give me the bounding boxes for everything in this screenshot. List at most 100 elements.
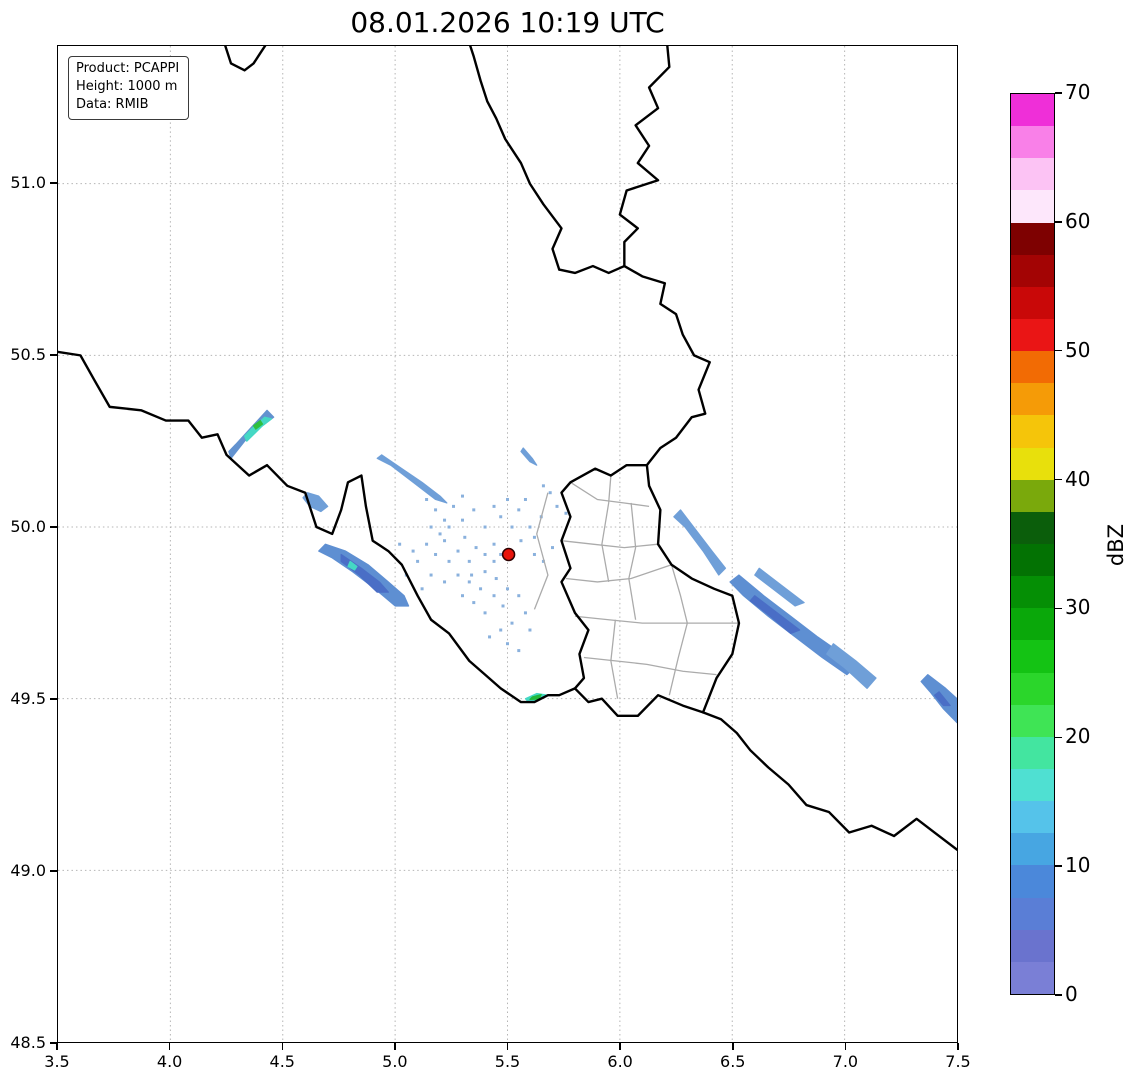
colorbar-tick [1055, 92, 1062, 94]
colorbar-tick-label: 0 [1065, 982, 1078, 1006]
y-tick-label: 50.0 [10, 516, 46, 536]
echo-speckle [483, 570, 487, 574]
echo-speckle [474, 546, 478, 550]
data-source-label: Data: RMIB [76, 97, 149, 113]
echo-speckle [472, 508, 476, 512]
region-border [628, 502, 637, 620]
echo-speckle [467, 580, 471, 584]
echo-speckle [467, 559, 471, 563]
colorbar-segment [1011, 479, 1054, 512]
y-tick [50, 1042, 57, 1044]
colorbar-axis-label: dBZ [1104, 523, 1128, 567]
radar-site-marker [501, 547, 516, 562]
y-tick [50, 698, 57, 700]
colorbar-segment [1011, 286, 1054, 319]
colorbar-tick-label: 60 [1065, 208, 1091, 233]
y-tick [50, 354, 57, 356]
colorbar-tick-label: 70 [1065, 80, 1091, 104]
echo-speckle [501, 604, 505, 608]
echo-speckle [532, 535, 536, 539]
colorbar-tick-label: 10 [1065, 853, 1091, 878]
echo-speckle [551, 546, 554, 550]
colorbar-tick [1055, 994, 1062, 996]
echo-speckle [470, 573, 474, 577]
echo-speckle [429, 573, 433, 577]
colorbar [1010, 93, 1055, 995]
x-tick [56, 1043, 58, 1050]
colorbar-tick [1055, 865, 1062, 867]
echo-speckle [506, 587, 509, 591]
colorbar-tick-label: 40 [1065, 466, 1091, 491]
echo-speckle [492, 594, 496, 598]
colorbar-segment [1011, 865, 1054, 898]
colorbar-segment [1011, 929, 1054, 962]
colorbar-segment [1011, 833, 1054, 866]
echo-speckle [483, 611, 487, 615]
echo-speckle [564, 511, 568, 515]
y-tick-label: 50.5 [10, 344, 46, 364]
map-canvas [58, 46, 957, 1042]
echo-speckle [472, 601, 476, 605]
radar-echo [749, 595, 801, 635]
x-tick-label: 4.0 [156, 1052, 183, 1071]
region-border [574, 615, 739, 624]
colorbar-tick-label: 50 [1065, 337, 1091, 362]
echo-speckle [541, 559, 545, 563]
radar-echo [376, 454, 448, 504]
colorbar-segment [1011, 351, 1054, 384]
colorbar-segment [1011, 222, 1054, 255]
echo-speckle [461, 494, 464, 498]
colorbar-tick [1055, 349, 1062, 352]
x-tick-label: 6.0 [607, 1052, 633, 1071]
x-tick-label: 3.5 [44, 1052, 70, 1071]
echo-speckle [499, 515, 503, 519]
colorbar-segment [1011, 897, 1054, 930]
echo-speckle [488, 635, 492, 639]
radar-echo [252, 419, 264, 430]
x-tick-label: 5.5 [494, 1052, 521, 1071]
region-border [570, 481, 650, 508]
echo-speckle [443, 518, 447, 522]
y-tick [50, 526, 57, 528]
colorbar-segment [1011, 543, 1054, 577]
colorbar-segment [1011, 318, 1054, 352]
country-border [623, 264, 711, 467]
echo-speckle [528, 525, 532, 529]
region-border [561, 540, 659, 549]
colorbar-segment [1011, 158, 1054, 191]
x-tick-label: 7.0 [832, 1052, 859, 1071]
radar-echo [729, 574, 859, 676]
y-tick [50, 870, 57, 872]
echo-speckle [499, 628, 503, 632]
country-border [58, 350, 577, 704]
region-border [601, 475, 612, 583]
region-border [583, 656, 717, 676]
echo-speckle [541, 484, 545, 488]
echo-speckle [398, 542, 402, 546]
country-border [560, 463, 741, 718]
radar-echo [302, 492, 329, 513]
x-tick [732, 1043, 734, 1050]
colorbar-segment [1011, 415, 1054, 448]
country-border [224, 46, 267, 72]
x-tick [506, 1043, 509, 1050]
echo-speckle [434, 552, 438, 556]
product-label: Product: PCAPPI [76, 61, 180, 76]
echo-speckle [447, 525, 451, 529]
radar-echo [826, 643, 877, 690]
colorbar-segment [1011, 961, 1054, 994]
echo-speckle [528, 628, 532, 632]
echo-speckle [447, 559, 451, 563]
region-border [668, 564, 688, 696]
country-border [557, 264, 626, 275]
country-border [469, 46, 563, 271]
colorbar-tick-label: 30 [1065, 595, 1091, 620]
echo-speckle [517, 508, 521, 512]
echo-speckle [443, 539, 447, 543]
radar-echo [340, 553, 389, 593]
y-tick-label: 49.5 [10, 688, 46, 708]
echo-speckle [506, 497, 509, 501]
echo-speckle [532, 552, 536, 556]
radar-echo [933, 691, 951, 707]
